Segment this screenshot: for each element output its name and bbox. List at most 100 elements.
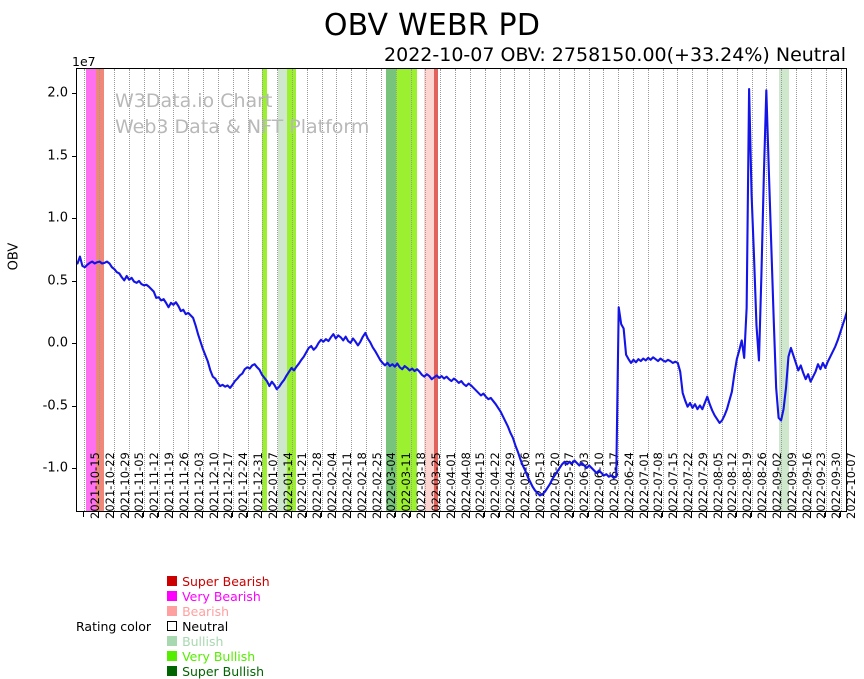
grid-line [633, 69, 634, 511]
rating-band [433, 69, 438, 511]
legend-swatch-icon [167, 666, 178, 676]
rating-band [386, 69, 397, 511]
x-axis-tick-mark [202, 512, 204, 517]
legend-swatch-icon [167, 576, 178, 586]
y-axis-tick-label: 0.0 [47, 335, 68, 351]
rating-band [262, 69, 267, 511]
grid-line [410, 69, 412, 511]
grid-line [366, 69, 368, 511]
grid-line [114, 69, 116, 511]
grid-line [588, 69, 590, 511]
legend-item[interactable]: Super Bearish [167, 574, 270, 589]
legend-title: Rating color [76, 618, 152, 634]
x-axis-tick-mark [261, 512, 263, 517]
legend: Rating color Super Bearish Very Bearish Be… [0, 574, 864, 679]
legend-swatch-icon [167, 606, 178, 616]
y-axis-tick-mark [72, 405, 77, 407]
x-axis-tick-mark [127, 512, 129, 517]
grid-line [766, 69, 768, 511]
grid-line [336, 69, 338, 511]
grid-line [203, 69, 205, 511]
y-axis-tick-label: -1.0 [42, 460, 68, 476]
x-axis-tick-mark [750, 512, 752, 517]
legend-item[interactable]: Bullish [167, 634, 270, 649]
grid-line [395, 69, 397, 511]
x-axis-tick-mark [587, 512, 589, 517]
grid-line [173, 69, 175, 511]
grid-line [736, 69, 738, 511]
x-axis-tick-mark [557, 512, 559, 517]
grid-line [306, 69, 308, 511]
rating-band [86, 69, 97, 511]
grid-line [128, 69, 130, 511]
x-axis-tick-label: 2022-10-07 [844, 452, 859, 519]
grid-line [514, 69, 516, 511]
legend-item-label: Bullish [182, 633, 224, 649]
rating-band [778, 69, 789, 511]
grid-line [425, 69, 427, 511]
grid-line [603, 69, 605, 511]
grid-line [544, 69, 546, 511]
x-axis-tick-mark [735, 512, 737, 517]
legend-swatch-icon [167, 636, 178, 646]
x-axis-tick-mark [290, 512, 292, 517]
rating-band [423, 69, 434, 511]
grid-line [262, 69, 264, 511]
x-axis-tick-mark [498, 512, 500, 517]
y-axis-tick-label: 1.5 [47, 148, 68, 164]
x-axis-tick-mark [246, 512, 248, 517]
x-axis-tick-mark [231, 512, 233, 517]
x-axis-tick-mark [350, 512, 352, 517]
y-axis-tick-mark [72, 218, 77, 220]
x-axis-tick-mark [365, 512, 367, 517]
legend-item[interactable]: Neutral [167, 619, 270, 634]
y-axis-title: OBV [4, 0, 24, 512]
x-axis-tick-mark [276, 512, 278, 517]
grid-line [647, 69, 649, 511]
x-axis-tick-mark [409, 512, 411, 517]
x-axis-tick-mark [216, 512, 218, 517]
x-axis-tick-mark [706, 512, 708, 517]
legend-item-label: Bearish [182, 603, 230, 619]
y-axis-tick-label: 1.0 [47, 210, 68, 226]
legend-item[interactable]: Super Bullish [167, 664, 270, 679]
x-axis-tick-mark [513, 512, 515, 517]
x-axis-tick-mark [528, 512, 530, 517]
page-title: OBV WEBR PD [323, 8, 541, 43]
grid-line [810, 69, 812, 511]
grid-line [692, 69, 694, 511]
grid-line [781, 69, 783, 511]
legend-item[interactable]: Very Bullish [167, 649, 270, 664]
grid-line [440, 69, 442, 511]
y-axis-tick-mark [72, 468, 77, 470]
grid-line [573, 69, 575, 511]
x-axis-tick-mark [394, 512, 396, 517]
x-axis-tick-mark [335, 512, 337, 517]
x-axis-tick-mark [809, 512, 811, 517]
grid-line [721, 69, 723, 511]
x-axis-tick-mark [187, 512, 189, 517]
x-axis-tick-mark [468, 512, 470, 517]
x-axis-tick-mark [720, 512, 722, 517]
grid-line [84, 69, 86, 511]
obv-line-path [77, 87, 846, 497]
grid-line [321, 69, 323, 511]
legend-item[interactable]: Very Bearish [167, 589, 270, 604]
x-axis-tick-mark [157, 512, 159, 517]
x-axis-tick-mark [795, 512, 797, 517]
grid-line [351, 69, 353, 511]
grid-line [99, 69, 101, 511]
legend-items: Super Bearish Very Bearish Bearish Neutral B… [167, 574, 285, 679]
legend-item[interactable]: Bearish [167, 604, 270, 619]
grid-line [529, 69, 531, 511]
grid-line [662, 69, 664, 511]
x-axis-tick-mark [691, 512, 693, 517]
x-axis-tick-mark [83, 512, 85, 517]
x-axis-tick-mark [172, 512, 174, 517]
rating-band [396, 69, 417, 511]
grid-line [143, 69, 145, 511]
rating-band [278, 69, 288, 511]
y-axis-tick-mark [72, 280, 77, 282]
grid-line [825, 69, 827, 511]
grid-line [751, 69, 753, 511]
